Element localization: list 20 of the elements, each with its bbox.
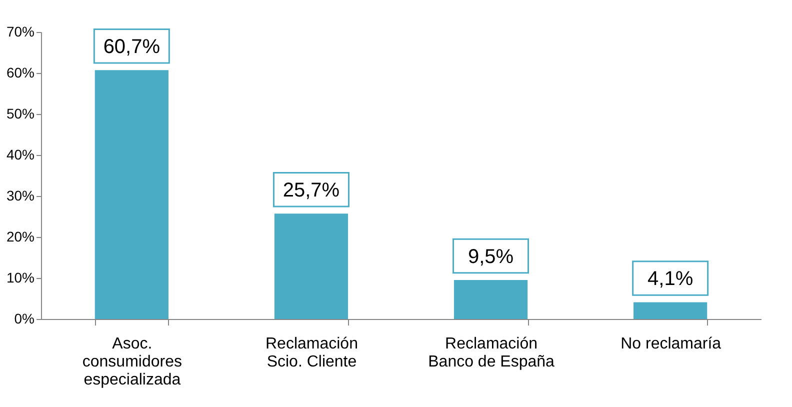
data-label: 4,1%: [648, 268, 694, 290]
bar: [94, 70, 168, 319]
bar: [454, 280, 528, 319]
y-tick-label: 30%: [6, 188, 34, 204]
y-tick-label: 0%: [14, 310, 34, 326]
x-tick-label: Asoc. consumidores especializada: [82, 336, 182, 388]
y-tick-label: 40%: [6, 146, 34, 162]
bar: [634, 302, 708, 319]
bar: [274, 214, 348, 319]
data-label: 9,5%: [468, 246, 514, 268]
x-tick-label: Reclamación Scio. Cliente: [265, 336, 358, 370]
y-tick-label: 70%: [6, 24, 34, 40]
data-label: 60,7%: [103, 36, 160, 58]
y-tick-label: 50%: [6, 106, 34, 122]
x-tick-label: Reclamación Banco de España: [428, 336, 555, 370]
y-tick-label: 60%: [6, 64, 34, 80]
y-tick-label: 20%: [6, 228, 34, 244]
x-tick-label: No reclamaría: [620, 336, 722, 352]
y-tick-label: 10%: [6, 270, 34, 286]
data-label: 25,7%: [282, 180, 340, 202]
